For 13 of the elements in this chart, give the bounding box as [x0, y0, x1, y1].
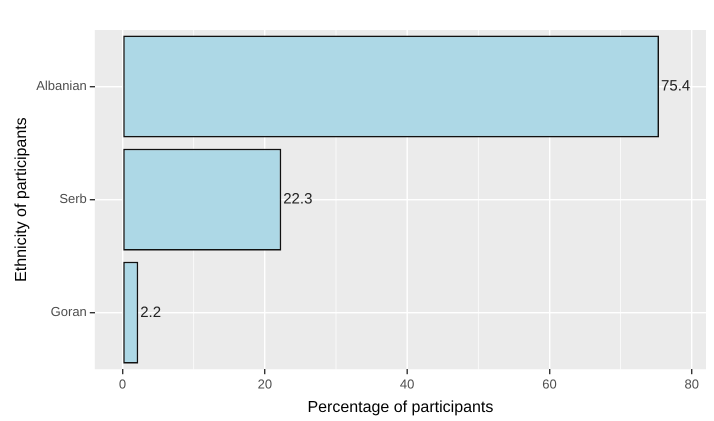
data-label: 75.4 — [661, 78, 690, 95]
data-label: 22.3 — [283, 190, 312, 208]
y-tick-label: Albanian — [36, 78, 87, 94]
x-tick-label: 80 — [684, 376, 700, 392]
x-tick-label: 60 — [542, 376, 557, 392]
x-axis-title: Percentage of participants — [307, 398, 494, 416]
x-tick-label: 20 — [258, 376, 272, 392]
y-axis-title: Ethnicity of participants — [13, 117, 30, 282]
y-tick-label: Serb — [59, 191, 87, 206]
x-tick-label: 40 — [400, 376, 414, 392]
data-label: 2.2 — [140, 304, 162, 321]
y-tick-label: Goran — [50, 304, 87, 320]
x-tick-label: 0 — [118, 376, 126, 392]
